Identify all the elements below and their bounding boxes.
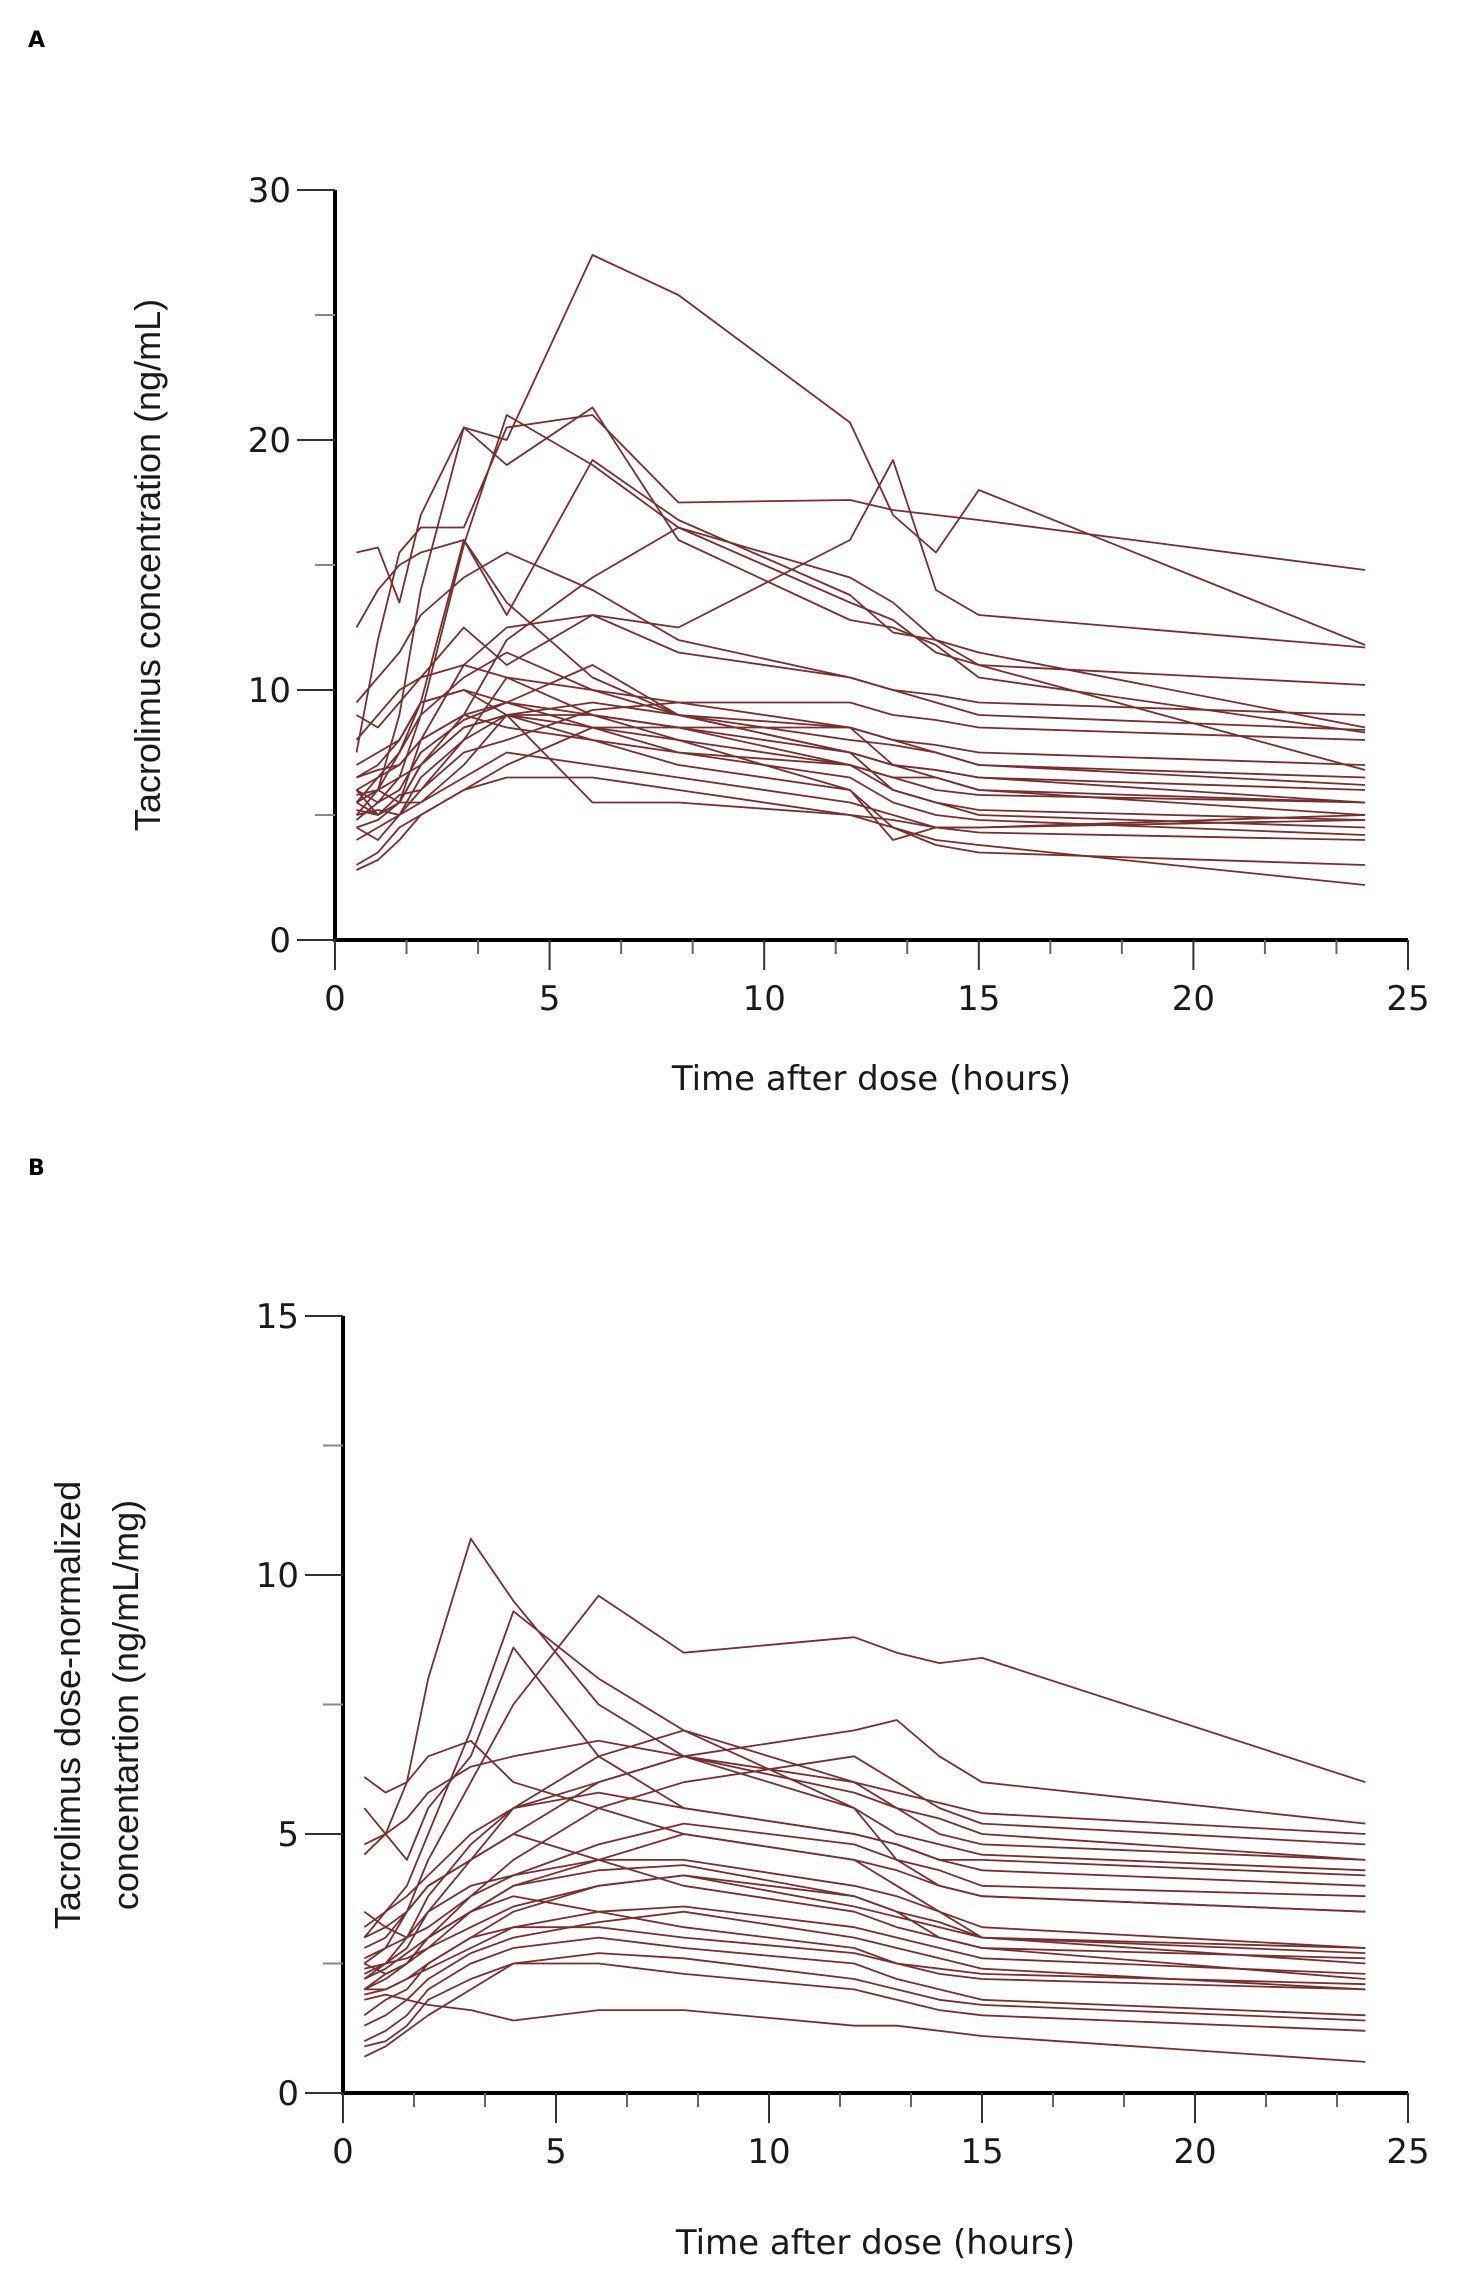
x-tick-label-a-5: 25: [1386, 979, 1429, 1019]
series-line-b-s22: [363, 1864, 1366, 1980]
x-tick-label-b-4: 20: [1173, 2132, 1216, 2172]
y-tick-label-b-1: 5: [277, 1815, 299, 1855]
y-tick-label-b-0: 0: [277, 2074, 299, 2114]
series-line-a-s14: [356, 701, 1366, 816]
series-line-b-s26: [364, 1905, 1366, 1996]
series-lines-a: [355, 254, 1366, 886]
y-tick-label-b-2: 10: [256, 1556, 299, 1596]
panel-a: A 0 10 20 30 0 5 10 15 20 25 Time after dose (hour…: [0, 0, 1465, 1130]
series-line-b-s13: [363, 1936, 1366, 2043]
panel-label-b: B: [28, 1156, 45, 1181]
series-line-a-s3: [355, 414, 1366, 753]
series-line-a-s18: [356, 714, 1366, 829]
x-axis-title-a: Time after dose (hours): [671, 1059, 1071, 1099]
series-line-a-s23: [355, 651, 1366, 804]
series-line-a-s24: [355, 551, 1366, 731]
y-tick-label-a-3: 30: [248, 171, 291, 211]
series-line-a-s19: [355, 664, 1366, 804]
series-line-b-s23: [363, 1910, 1366, 2027]
series-line-a-s22: [356, 614, 1366, 791]
x-tick-label-b-3: 15: [960, 2132, 1003, 2172]
series-line-b-s1: [363, 1537, 1366, 1913]
series-line-b-s3: [363, 1610, 1366, 1939]
y-axis-title-b: Tacrolimus dose-normalized concentartion …: [47, 1481, 146, 1929]
series-line-b-s19: [363, 1822, 1366, 1960]
chart-b-svg: 0 5 10 15 0 5 10 15 20 25 Time after dose (hours) T…: [47, 1297, 1430, 2263]
y-axis-title-a: Tacrolimus concentration (ng/mL): [127, 299, 168, 831]
panel-label-a: A: [28, 28, 46, 53]
y-axis-title-line-b-1: concentartion (ng/mL/mg): [105, 1500, 146, 1910]
series-line-b-s15: [364, 1993, 1366, 2063]
y-tick-label-b-3: 15: [256, 1297, 299, 1337]
x-tick-label-b-2: 10: [747, 2132, 790, 2172]
x-tick-label-a-4: 20: [1172, 979, 1215, 1019]
series-line-a-s17: [356, 776, 1366, 886]
series-line-a-s4: [356, 414, 1366, 804]
y-axis-title-line-b-0: Tacrolimus dose-normalized: [47, 1481, 88, 1929]
series-line-a-s2: [356, 406, 1366, 734]
x-tick-label-a-3: 15: [957, 979, 1000, 1019]
y-tick-label-a-0: 0: [269, 921, 291, 961]
series-lines-b: [363, 1537, 1366, 2063]
x-tick-label-b-0: 0: [332, 2132, 354, 2172]
x-tick-label-b-5: 25: [1386, 2132, 1429, 2172]
series-line-b-s24: [363, 1739, 1366, 1846]
panel-b: B 0 5 10 15 0 5 10 15 20 25 Time after dose (hours…: [0, 1130, 1465, 2289]
x-tick-label-b-1: 5: [545, 2132, 567, 2172]
series-line-a-s26: [356, 714, 1366, 841]
series-line-b-s16: [363, 1833, 1366, 1975]
series-line-b-s9: [363, 1859, 1366, 1949]
series-line-a-s15: [356, 751, 1366, 841]
series-line-a-s13: [356, 726, 1366, 866]
y-tick-label-a-2: 20: [248, 421, 291, 461]
x-tick-label-a-1: 5: [539, 979, 561, 1019]
series-line-b-s12: [363, 1895, 1366, 1991]
chart-a-svg: 0 10 20 30 0 5 10 15 20 25 Time after dose (hours)…: [127, 171, 1430, 1099]
x-tick-label-a-2: 10: [743, 979, 786, 1019]
series-line-a-s25: [356, 689, 1366, 804]
series-line-b-s21: [363, 1729, 1366, 1939]
x-axis-title-b: Time after dose (hours): [675, 2223, 1075, 2263]
series-line-b-s17: [363, 1791, 1366, 1928]
series-line-a-s7: [356, 459, 1366, 729]
x-tick-label-a-0: 0: [324, 979, 346, 1019]
series-line-a-s8: [356, 526, 1366, 804]
series-line-a-s1: [356, 254, 1366, 804]
series-line-b-s20: [364, 1952, 1366, 2048]
series-line-b-s25: [364, 1874, 1366, 1970]
y-tick-label-a-1: 10: [248, 671, 291, 711]
series-line-b-s4: [363, 1646, 1366, 1877]
series-line-b-s14: [363, 1962, 1366, 2058]
